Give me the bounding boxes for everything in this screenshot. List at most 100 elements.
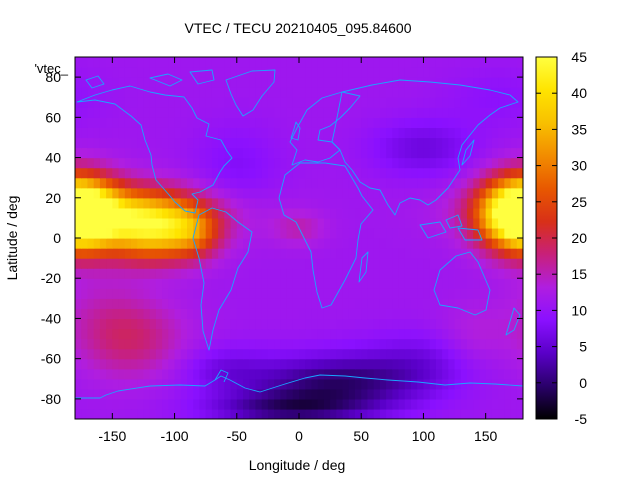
heatmap-cell xyxy=(404,127,412,139)
heatmap-cell xyxy=(280,177,288,189)
heatmap-cell xyxy=(317,358,325,370)
heatmap-cell xyxy=(467,187,474,199)
heatmap-cell xyxy=(255,358,263,370)
x-axis: -150 -100 -50 0 50 100 150 xyxy=(98,57,498,444)
heatmap-cell xyxy=(224,388,232,400)
heatmap-cell xyxy=(149,207,157,219)
heatmap-cell xyxy=(193,258,201,269)
heatmap-cell xyxy=(174,388,182,400)
heatmap-cell xyxy=(323,308,331,320)
heatmap-cell xyxy=(106,87,113,98)
heatmap-cell xyxy=(392,117,400,128)
heatmap-cell xyxy=(106,368,113,380)
heatmap-cell xyxy=(174,298,182,309)
heatmap-cell xyxy=(261,127,269,139)
heatmap-cell xyxy=(342,117,350,128)
heatmap-cell xyxy=(224,197,232,209)
heatmap-cell xyxy=(236,57,244,68)
heatmap-cell xyxy=(361,167,369,179)
heatmap-cell xyxy=(491,187,499,199)
heatmap-cell xyxy=(423,87,431,98)
heatmap-cell xyxy=(180,207,188,219)
heatmap-cell xyxy=(467,258,474,269)
heatmap-cell xyxy=(411,187,418,199)
heatmap-cell xyxy=(199,238,207,249)
heatmap-cell xyxy=(124,177,132,189)
heatmap-cell xyxy=(460,97,468,108)
heatmap-cell xyxy=(435,167,443,179)
heatmap-cell xyxy=(267,268,275,279)
heatmap-cell xyxy=(81,187,89,199)
heatmap-cell xyxy=(168,408,176,419)
heatmap-cell xyxy=(342,278,350,289)
heatmap-cell xyxy=(87,197,95,209)
heatmap-cell xyxy=(286,328,294,340)
heatmap-cell xyxy=(491,308,499,320)
heatmap-cell xyxy=(361,157,369,169)
heatmap-cell xyxy=(99,358,107,370)
heatmap-cell xyxy=(348,248,356,259)
heatmap-cell xyxy=(504,107,512,118)
heatmap-cell xyxy=(373,207,381,219)
heatmap-cell xyxy=(162,378,169,390)
heatmap-cell xyxy=(292,308,300,320)
heatmap-cell xyxy=(187,217,194,229)
heatmap-cell xyxy=(398,348,406,360)
heatmap-cell xyxy=(367,107,375,118)
heatmap-cell xyxy=(429,268,437,279)
heatmap-cell xyxy=(112,298,120,309)
heatmap-cell xyxy=(162,227,169,239)
heatmap-cell xyxy=(292,368,300,380)
heatmap-cell xyxy=(448,328,456,340)
heatmap-cell xyxy=(299,398,306,410)
heatmap-cell xyxy=(124,127,132,139)
heatmap-cell xyxy=(286,278,294,289)
heatmap-cell xyxy=(323,408,331,419)
heatmap-cell xyxy=(355,348,362,360)
heatmap-cell xyxy=(224,348,232,360)
heatmap-cell xyxy=(330,157,337,169)
heatmap-cell xyxy=(205,238,213,249)
heatmap-cell xyxy=(106,177,113,189)
heatmap-cell xyxy=(286,187,294,199)
heatmap-cell xyxy=(180,197,188,209)
heatmap-cell xyxy=(218,308,225,320)
heatmap-cell xyxy=(224,308,232,320)
heatmap-cell xyxy=(162,248,169,259)
heatmap-cell xyxy=(143,378,151,390)
x-axis-label: Longitude / deg xyxy=(249,457,346,473)
heatmap-cell xyxy=(491,268,499,279)
heatmap-cell xyxy=(323,378,331,390)
heatmap-cell xyxy=(193,97,201,108)
heatmap-cell xyxy=(87,57,95,68)
heatmap-cell xyxy=(336,258,344,269)
heatmap-cell xyxy=(137,238,145,249)
heatmap-cell xyxy=(411,398,418,410)
heatmap-cell xyxy=(323,137,331,149)
heatmap-cell xyxy=(429,348,437,360)
heatmap-cell xyxy=(199,97,207,108)
heatmap-cell xyxy=(124,348,132,360)
heatmap-cell xyxy=(155,197,163,209)
heatmap-cell xyxy=(280,117,288,128)
heatmap-cell xyxy=(355,398,362,410)
heatmap-cell xyxy=(442,378,449,390)
heatmap-cell xyxy=(199,398,207,410)
heatmap-cell xyxy=(81,57,89,68)
heatmap-cell xyxy=(249,318,257,330)
heatmap-cell xyxy=(118,388,126,400)
heatmap-cell xyxy=(516,278,523,289)
heatmap-cell xyxy=(454,117,462,128)
heatmap-cell xyxy=(498,117,505,128)
heatmap-cell xyxy=(479,97,487,108)
heatmap-cell xyxy=(205,318,213,330)
heatmap-cell xyxy=(131,177,138,189)
heatmap-cell xyxy=(124,57,132,68)
heatmap-cell xyxy=(417,288,425,299)
heatmap-cell xyxy=(411,97,418,108)
heatmap-cell xyxy=(131,388,138,400)
heatmap-cell xyxy=(292,207,300,219)
heatmap-cell xyxy=(168,298,176,309)
heatmap-cell xyxy=(373,358,381,370)
heatmap-cell xyxy=(75,388,82,400)
